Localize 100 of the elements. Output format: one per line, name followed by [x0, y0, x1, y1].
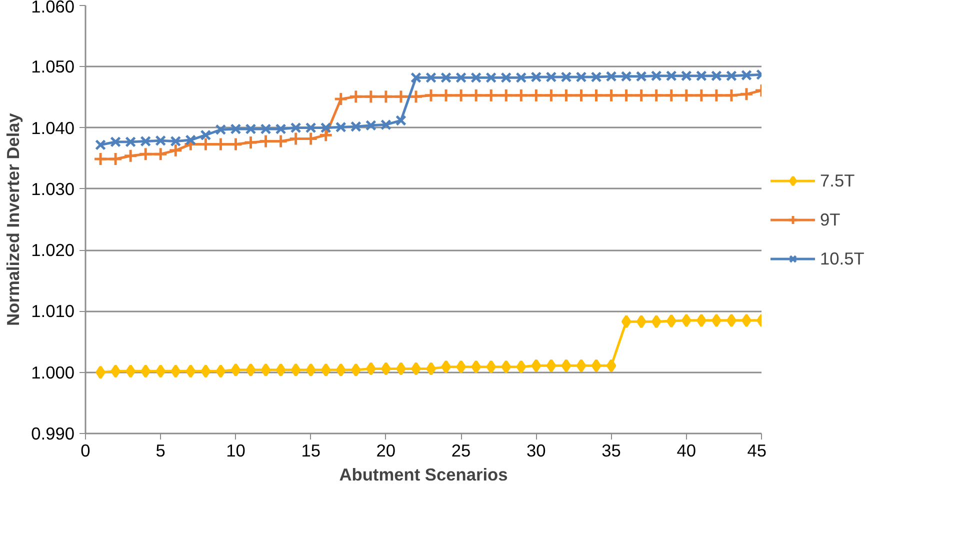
point: [170, 136, 182, 147]
point: [260, 363, 271, 377]
point: [470, 72, 482, 84]
point: [185, 134, 196, 146]
point: [650, 70, 662, 82]
point: [709, 88, 724, 103]
point: [589, 88, 604, 103]
y-tick-label: 1.040: [31, 118, 75, 138]
legend-label: 7.5T: [820, 170, 855, 191]
point: [438, 88, 454, 103]
point: [275, 124, 286, 134]
point: [498, 88, 514, 103]
point: [126, 364, 136, 378]
point: [170, 364, 181, 378]
point: [276, 363, 286, 377]
y-tick-label: 1.000: [31, 362, 75, 382]
x-axis-title: Abutment Scenarios: [339, 464, 508, 484]
point: [619, 88, 634, 103]
point: [426, 72, 437, 84]
point: [604, 88, 619, 103]
point: [246, 363, 256, 377]
point: [381, 362, 391, 376]
point: [694, 88, 709, 103]
point: [395, 114, 406, 126]
point: [320, 122, 332, 134]
point: [456, 72, 467, 84]
point: [156, 364, 166, 378]
point: [138, 146, 153, 162]
point: [110, 364, 120, 378]
point: [739, 86, 754, 102]
x-tick-label: 30: [526, 440, 546, 460]
point: [216, 364, 226, 378]
point: [561, 358, 572, 372]
point: [335, 122, 346, 133]
point: [546, 72, 557, 83]
x-tick-label: 20: [376, 440, 396, 460]
point: [516, 72, 527, 84]
point: [649, 88, 664, 103]
x-tick-label: 15: [301, 440, 320, 460]
point: [95, 139, 106, 150]
point: [320, 363, 331, 377]
point: [334, 92, 348, 106]
point: [666, 70, 677, 82]
point: [664, 88, 679, 103]
point: [394, 89, 408, 104]
point: [712, 314, 722, 328]
point: [260, 124, 272, 134]
y-tick-label: 1.050: [31, 56, 75, 77]
point: [530, 72, 542, 83]
point: [546, 358, 556, 372]
point: [140, 364, 151, 378]
legend-label: 10.5T: [820, 248, 864, 269]
point: [108, 152, 123, 166]
point: [740, 70, 752, 81]
point: [621, 314, 632, 328]
x-tick-label: 40: [676, 440, 696, 460]
point: [679, 88, 694, 103]
point: [454, 88, 468, 103]
y-axis-title: Normalized Inverter Delay: [3, 112, 24, 326]
point: [306, 363, 316, 377]
point: [710, 70, 722, 82]
point: [591, 358, 602, 372]
point: [514, 88, 528, 103]
point: [516, 360, 526, 374]
point: [200, 130, 212, 141]
point: [441, 360, 451, 374]
point: [486, 360, 496, 374]
point: [636, 70, 647, 82]
point: [155, 135, 166, 146]
point: [696, 314, 706, 328]
y-tick-label: 1.030: [31, 178, 75, 199]
point: [651, 314, 662, 328]
point: [411, 362, 421, 376]
point: [574, 88, 588, 103]
point: [168, 143, 183, 158]
point: [560, 72, 572, 83]
y-tick-label: 1.010: [31, 301, 75, 322]
x-tick-label: 10: [226, 440, 246, 460]
point: [500, 72, 512, 84]
point: [336, 363, 346, 377]
point: [245, 124, 256, 134]
y-tick-label: 1.020: [31, 240, 75, 260]
point: [636, 314, 646, 328]
x-tick-label: 5: [156, 440, 166, 460]
point: [468, 88, 484, 103]
point: [93, 152, 108, 166]
point: [606, 358, 616, 372]
point: [380, 119, 392, 130]
point: [350, 363, 361, 377]
legend-label: 9T: [820, 209, 840, 230]
y-tick-label: 1.060: [31, 0, 75, 16]
point: [544, 88, 558, 103]
point: [366, 362, 376, 376]
point: [742, 314, 752, 328]
point: [471, 360, 481, 374]
point: [123, 148, 138, 164]
point: [364, 89, 378, 104]
point: [215, 124, 226, 136]
y-tick-label: 0.990: [31, 424, 75, 444]
point: [666, 314, 676, 328]
